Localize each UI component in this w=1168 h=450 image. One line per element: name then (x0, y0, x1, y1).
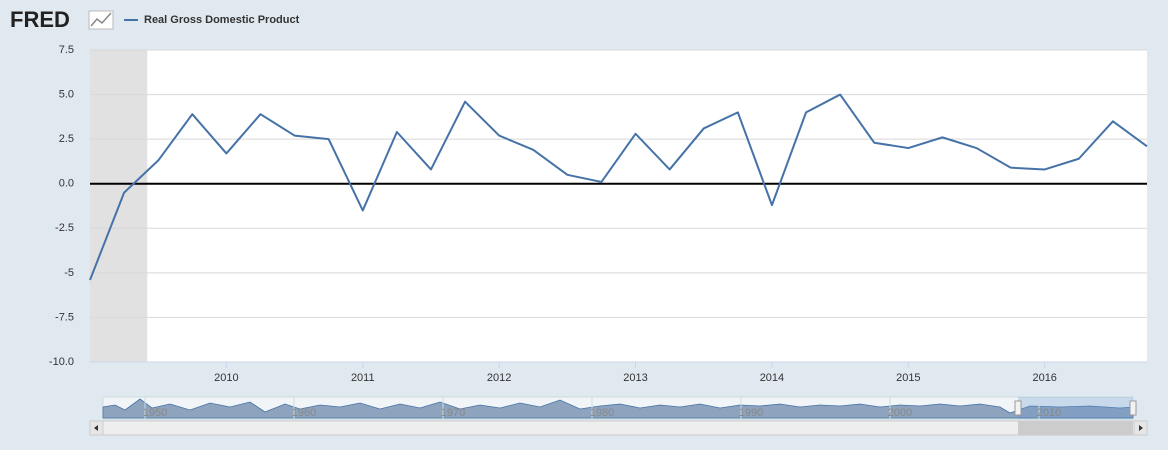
y-tick-label: -5 (64, 267, 74, 279)
series-line (89, 93, 1148, 281)
navigator-label: 2010 (1037, 407, 1061, 419)
navigator (102, 396, 1137, 420)
navigator-label: 1970 (441, 407, 465, 419)
navigator-label: 2000 (888, 407, 912, 419)
navigator-label: 1990 (739, 407, 763, 419)
y-tick-label: 2.5 (59, 133, 74, 145)
x-tick-label: 2016 (1032, 372, 1056, 384)
x-tick-label: 2011 (351, 372, 375, 384)
navigator-label: 1960 (292, 407, 316, 419)
y-tick-label: 5.0 (59, 88, 74, 100)
x-tick-label: 2010 (214, 372, 238, 384)
y-tick-label: -2.5 (55, 222, 74, 234)
y-tick-label: 0.0 (59, 178, 74, 190)
x-tick-label: 2012 (487, 372, 511, 384)
y-tick-label: -10.0 (49, 356, 74, 368)
y-tick-label: 7.5 (59, 44, 74, 56)
plot-area (90, 50, 1147, 362)
legend-label: Real Gross Domestic Product (144, 14, 300, 26)
x-tick-label: 2014 (760, 372, 784, 384)
scrollbar[interactable] (89, 420, 1148, 436)
x-tick-label: 2013 (623, 372, 647, 384)
x-tick-label: 2015 (896, 372, 920, 384)
navigator-label: 1980 (590, 407, 614, 419)
logo: FRED (10, 7, 70, 32)
logo-icon (88, 10, 114, 30)
y-tick-label: -7.5 (55, 311, 74, 323)
navigator-label: 1950 (143, 407, 167, 419)
